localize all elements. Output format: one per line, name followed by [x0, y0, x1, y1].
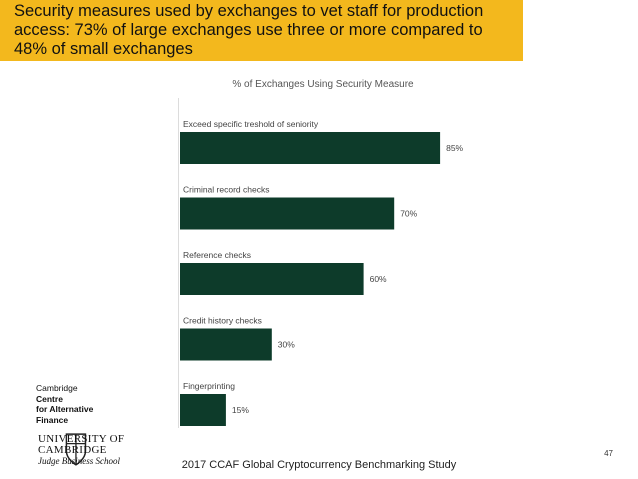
ccaf-logo-line2: Centre [36, 393, 63, 404]
category-label: Criminal record checks [183, 185, 269, 195]
uni-logo-line1: UNIVERSITY OF [38, 433, 125, 445]
bar-chart: Exceed specific treshold of seniority 85%… [178, 98, 464, 428]
bar [180, 132, 441, 164]
bar [180, 197, 395, 230]
category-label: Credit history checks [183, 316, 262, 326]
footer-text: 2017 CCAF Global Cryptocurrency Benchmar… [181, 459, 457, 471]
category-label: Exceed specific treshold of seniority [183, 119, 319, 129]
bar [180, 328, 272, 361]
data-label: 85% [446, 143, 463, 153]
ccaf-logo: Cambridge Centre for Alternative Finance [36, 383, 93, 425]
category-label: Reference checks [183, 250, 251, 260]
data-label: 30% [278, 340, 295, 350]
data-label: 70% [400, 209, 417, 219]
uni-logo-line3: Judge Business School [38, 456, 120, 466]
title-banner: Security measures used by exchanges to v… [0, 0, 523, 61]
data-label: 60% [370, 274, 387, 284]
ccaf-logo-line3: for Alternative [36, 404, 94, 414]
ccaf-logo-line1: Cambridge [36, 383, 78, 393]
category-label: Fingerprinting [183, 381, 235, 391]
slide-title: Security measures used by exchanges to v… [14, 2, 484, 58]
uni-logo-line2: CAMBRIDGE [38, 444, 107, 456]
university-crest-icon [65, 433, 87, 466]
ccaf-logo-line4: Finance [36, 414, 69, 425]
data-label: 15% [232, 405, 249, 415]
page-number: 47 [604, 449, 613, 458]
bar [180, 263, 364, 295]
chart-title: % of Exchanges Using Security Measure [232, 79, 414, 90]
bar [180, 394, 226, 426]
university-logo: UNIVERSITY OF CAMBRIDGE Judge Business S… [38, 434, 124, 467]
chart-axis-line [178, 98, 179, 428]
